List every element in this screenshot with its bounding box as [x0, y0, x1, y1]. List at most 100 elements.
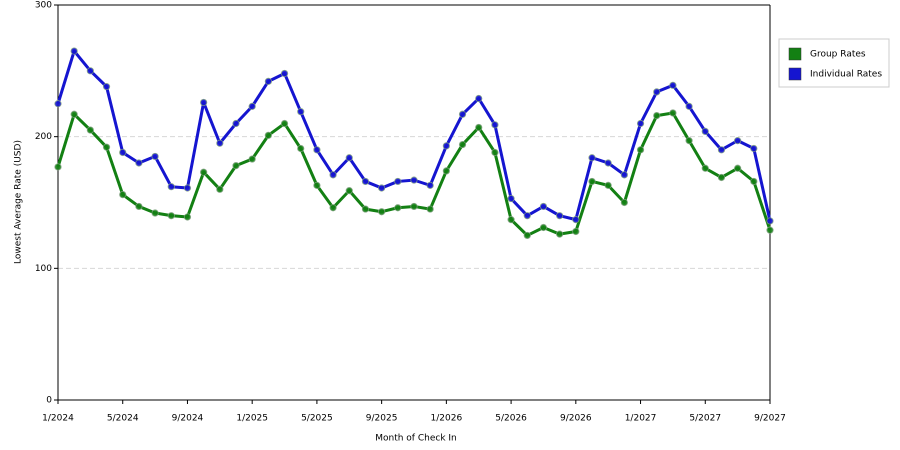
data-point — [620, 171, 628, 179]
data-point — [442, 142, 450, 150]
series-line — [56, 49, 772, 222]
data-point — [653, 88, 661, 96]
data-point — [475, 123, 483, 132]
data-point — [378, 208, 386, 216]
data-point — [734, 137, 742, 145]
data-point — [313, 181, 321, 189]
data-point — [54, 100, 62, 108]
data-point — [539, 202, 548, 211]
data-point — [70, 110, 78, 118]
data-point — [572, 216, 580, 224]
data-point — [232, 162, 240, 170]
data-point — [200, 168, 208, 176]
data-point — [717, 173, 726, 182]
data-point — [426, 205, 434, 213]
data-point — [556, 212, 564, 220]
data-point — [556, 230, 564, 238]
data-point — [636, 146, 645, 154]
data-point — [232, 119, 240, 128]
data-point — [588, 154, 596, 162]
data-point — [669, 109, 677, 117]
x-tick-label: 1/2024 — [42, 414, 74, 424]
data-point — [442, 167, 450, 175]
data-point — [734, 164, 742, 172]
data-point — [685, 102, 693, 110]
data-point — [491, 121, 499, 129]
data-point — [86, 67, 94, 75]
data-point — [410, 202, 418, 211]
data-point — [264, 77, 272, 85]
data-point — [183, 184, 192, 192]
data-point — [183, 213, 192, 221]
data-point — [620, 198, 628, 207]
data-point — [248, 155, 256, 163]
x-tick-label: 9/2024 — [172, 414, 204, 424]
data-point — [410, 176, 418, 184]
data-point — [70, 47, 78, 55]
legend-swatch — [788, 67, 802, 81]
data-point — [604, 159, 612, 167]
x-tick-label: 1/2027 — [625, 414, 657, 424]
data-point — [264, 131, 272, 139]
y-tick-label: 300 — [35, 1, 52, 11]
data-point — [523, 212, 531, 220]
x-tick-label: 1/2025 — [236, 414, 268, 424]
data-point — [750, 177, 758, 186]
data-point — [54, 163, 62, 171]
data-point — [669, 81, 677, 89]
legend-label: Group Rates — [810, 50, 866, 60]
data-point — [572, 227, 580, 236]
data-point — [394, 177, 402, 186]
data-point — [248, 102, 256, 110]
data-point — [297, 144, 305, 153]
data-point — [523, 231, 531, 240]
data-point — [361, 177, 370, 186]
data-point — [216, 185, 224, 193]
data-point — [329, 204, 337, 212]
data-point — [539, 223, 548, 232]
x-tick-label: 9/2026 — [560, 414, 592, 424]
data-point — [119, 191, 127, 199]
data-point — [750, 144, 758, 153]
data-point — [86, 126, 94, 134]
data-point — [458, 140, 467, 149]
data-point — [102, 143, 111, 151]
data-point — [135, 202, 143, 211]
data-point — [636, 119, 645, 128]
data-point — [119, 148, 127, 157]
x-tick-label: 9/2027 — [754, 414, 786, 424]
data-point — [458, 110, 467, 118]
legend-swatch — [788, 47, 802, 61]
data-point — [345, 187, 353, 195]
data-point — [135, 159, 143, 167]
data-point — [717, 146, 726, 154]
x-tick-label: 5/2025 — [301, 414, 333, 424]
y-tick-label: 0 — [46, 396, 52, 406]
data-point — [507, 216, 515, 224]
data-point — [280, 119, 289, 128]
data-point — [426, 181, 434, 189]
data-point — [216, 139, 224, 147]
x-axis-label: Month of Check In — [375, 434, 457, 444]
data-point — [313, 146, 321, 154]
data-point — [167, 212, 175, 220]
data-point — [280, 69, 289, 78]
data-point — [329, 171, 337, 179]
x-tick-label: 1/2026 — [431, 414, 463, 424]
data-point — [475, 94, 483, 103]
data-point — [297, 108, 305, 116]
data-point — [151, 152, 159, 161]
data-point — [685, 137, 693, 145]
data-point — [378, 184, 386, 192]
data-point — [345, 154, 353, 162]
x-tick-label: 5/2024 — [107, 414, 139, 424]
x-tick-label: 5/2026 — [495, 414, 527, 424]
data-point — [200, 98, 208, 107]
data-point — [507, 194, 515, 203]
data-point — [394, 204, 402, 212]
x-tick-label: 9/2025 — [366, 414, 398, 424]
y-tick-label: 100 — [35, 264, 52, 274]
data-point — [491, 148, 499, 157]
data-point — [167, 183, 175, 191]
